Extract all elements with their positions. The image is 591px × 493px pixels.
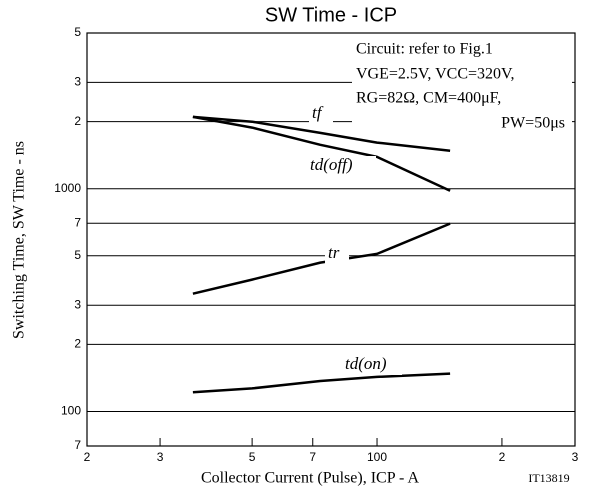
annotation: Circuit: refer to Fig.1 xyxy=(356,41,493,58)
annotation-background xyxy=(352,36,572,132)
series-line xyxy=(192,115,451,153)
x-tick-label: 5 xyxy=(249,450,256,464)
series-line xyxy=(192,372,451,394)
series-line xyxy=(192,222,451,295)
x-tick-label: 100 xyxy=(367,450,387,464)
chart-title: SW Time - ICP xyxy=(265,4,397,26)
series-line xyxy=(192,115,451,192)
series-label-background xyxy=(309,104,333,124)
y-tick-label: 2 xyxy=(74,337,81,351)
x-tick-label: 3 xyxy=(157,450,164,464)
annotation: PW=50μs xyxy=(501,115,565,132)
y-tick-label: 7 xyxy=(74,215,81,229)
y-tick-label: 1000 xyxy=(54,181,81,195)
annotation: RG=82Ω, CM=400μF, xyxy=(356,90,501,107)
y-tick-label: 100 xyxy=(61,404,81,418)
x-tick-label: 2 xyxy=(499,450,506,464)
x-tick-label: 3 xyxy=(572,450,579,464)
series-label: td(on) xyxy=(345,354,387,373)
y-tick-label: 5 xyxy=(74,25,81,39)
x-tick-label: 7 xyxy=(309,450,316,464)
y-tick-label: 7 xyxy=(74,438,81,452)
series-label-background xyxy=(342,355,402,375)
y-tick-label: 3 xyxy=(74,297,81,311)
plot-frame xyxy=(86,32,576,447)
y-tick-label: 2 xyxy=(74,114,81,128)
y-tick-label: 5 xyxy=(74,248,81,262)
series-label: td(off) xyxy=(310,155,353,174)
y-axis-label: Switching Time, SW Time - ns xyxy=(11,141,28,339)
series-label-background xyxy=(307,156,376,176)
y-tick-label: 3 xyxy=(74,75,81,89)
series-label: tr xyxy=(328,243,340,262)
series-label-background xyxy=(325,244,349,264)
x-axis-label: Collector Current (Pulse), ICP - A xyxy=(201,470,419,487)
series-label: tf xyxy=(312,103,324,122)
figure-id: IT13819 xyxy=(528,471,569,485)
x-tick-label: 2 xyxy=(84,450,91,464)
annotation: VGE=2.5V, VCC=320V, xyxy=(356,66,515,83)
